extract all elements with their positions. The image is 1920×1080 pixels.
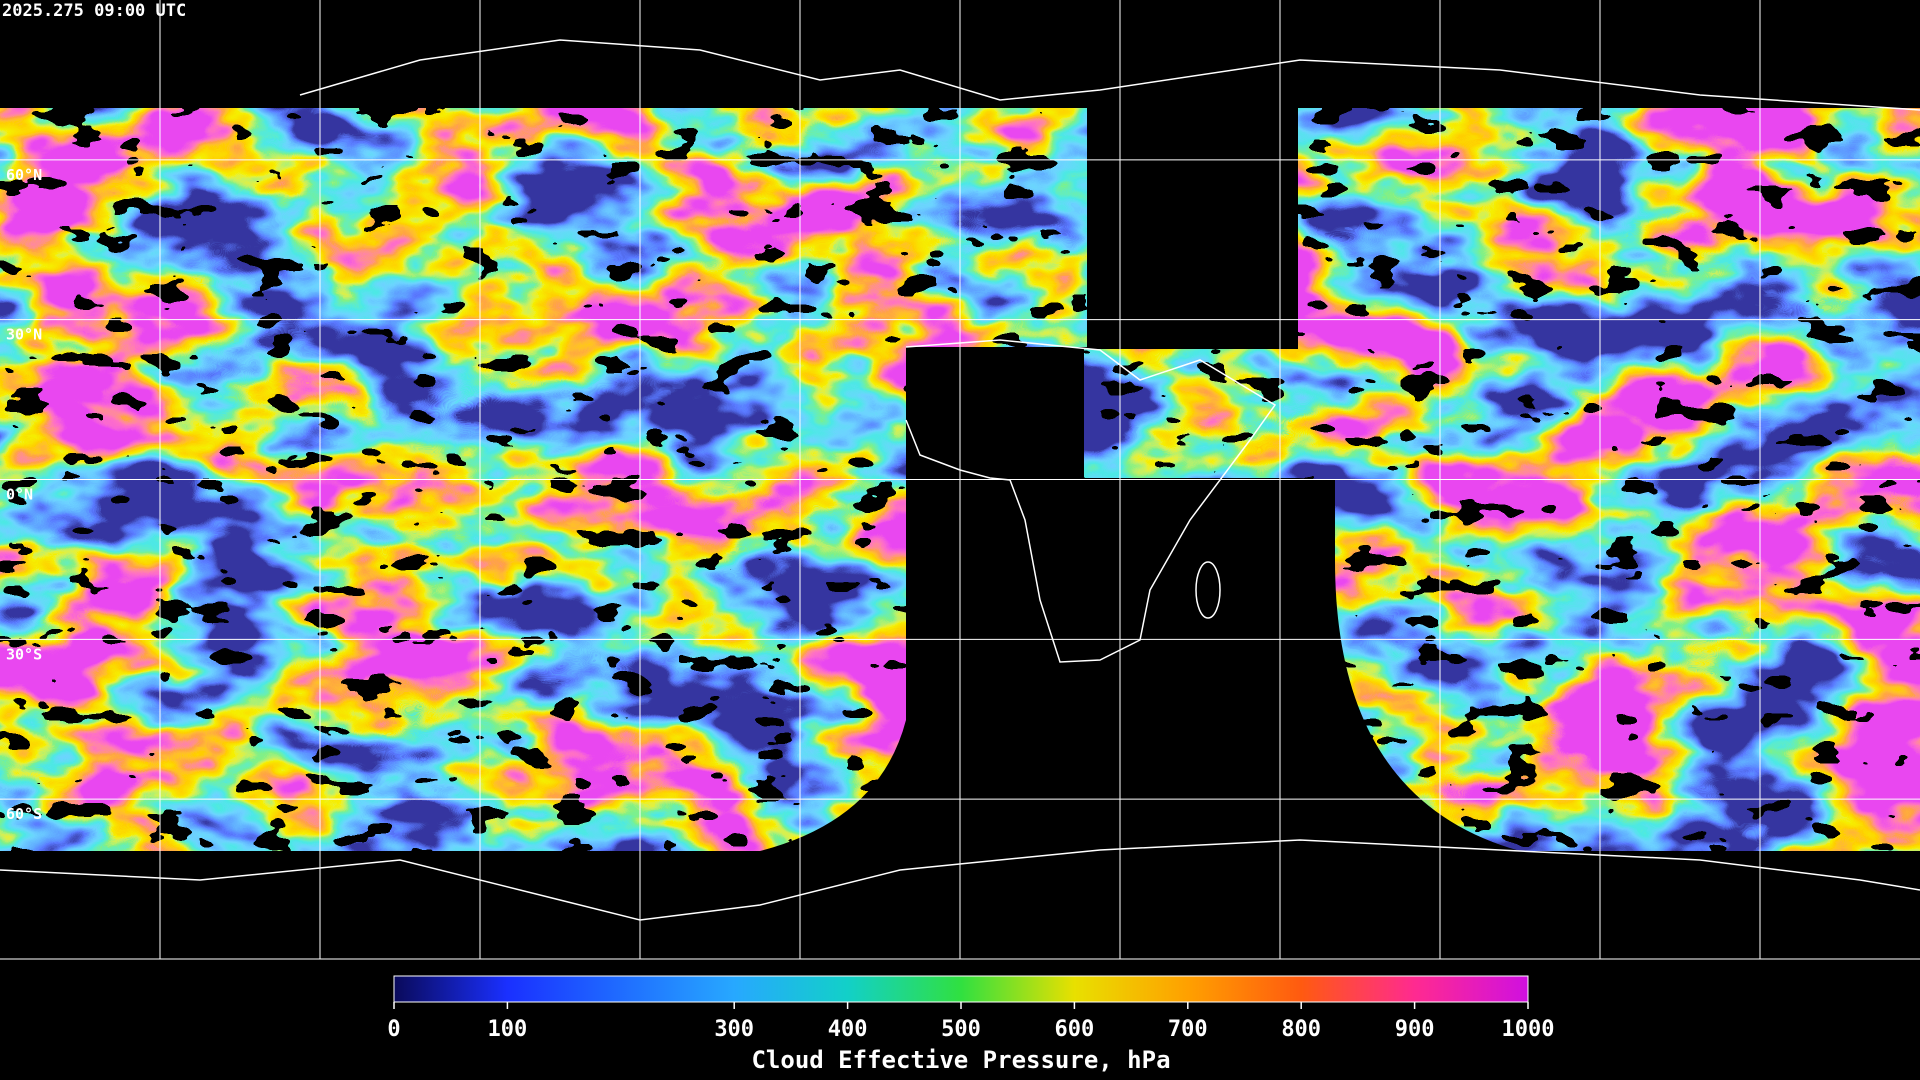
- colorbar-tick-label: 1000: [1502, 1017, 1555, 1042]
- latitude-label: 30°N: [6, 326, 42, 344]
- latitude-label: 0°N: [6, 486, 33, 504]
- colorbar-tick-label: 500: [941, 1017, 981, 1042]
- coastlines: [0, 39, 1920, 921]
- latitude-label: 60°N: [6, 166, 42, 184]
- colorbar-tick-label: 600: [1055, 1017, 1095, 1042]
- africa-coast: [905, 339, 1277, 663]
- antarctica-coast: [0, 839, 1920, 921]
- latitude-labels: 60°N 30°N 0°N 30°S 60°S: [6, 166, 42, 823]
- graticule: [0, 0, 1920, 960]
- colorbar-tick-label: 400: [828, 1017, 868, 1042]
- timestamp: 2025.275 09:00 UTC: [2, 1, 186, 21]
- colorbar: [393, 975, 1529, 1003]
- colorbar-tick-label: 100: [488, 1017, 528, 1042]
- colorbar-tick-label: 900: [1395, 1017, 1435, 1042]
- madagascar-coast: [1195, 561, 1221, 619]
- colorbar-tick-label: 800: [1281, 1017, 1321, 1042]
- arctic-coast: [299, 39, 1920, 111]
- colorbar-ticks: 0 100 300 400 500 600 700 800 900 1000: [387, 1002, 1554, 1042]
- latitude-label: 30°S: [6, 645, 42, 663]
- colorbar-tick-label: 300: [714, 1017, 754, 1042]
- colorbar-tick-label: 0: [387, 1017, 400, 1042]
- colorbar-tick-label: 700: [1168, 1017, 1208, 1042]
- colorbar-label: Cloud Effective Pressure, hPa: [751, 1046, 1170, 1074]
- latitude-label: 60°S: [6, 805, 42, 823]
